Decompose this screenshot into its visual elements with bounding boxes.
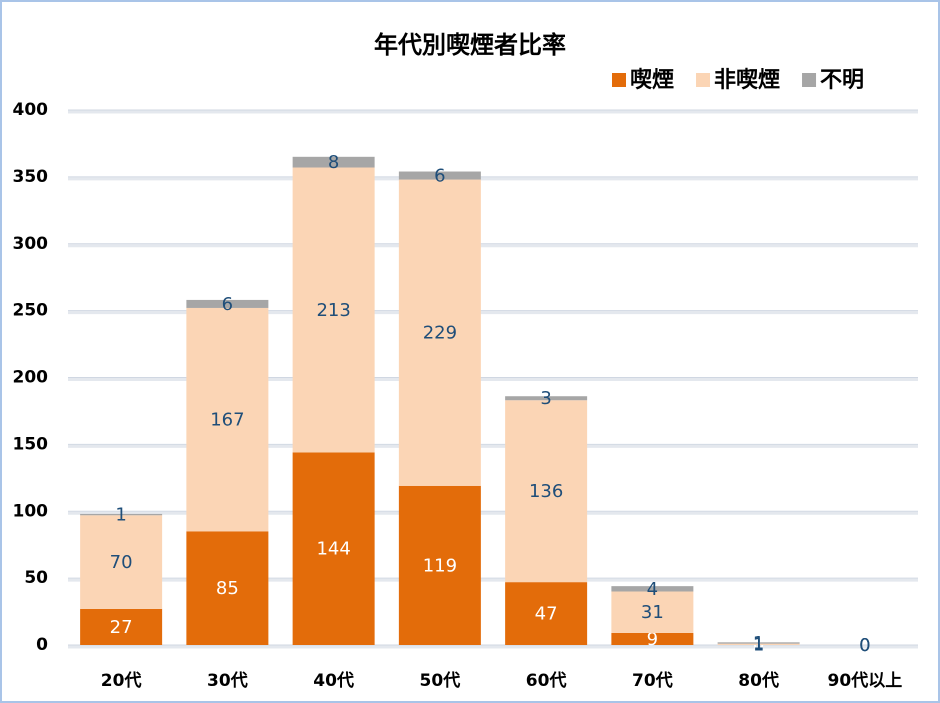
data-label: 3 [540,388,551,409]
data-label: 31 [641,602,664,623]
data-label: 6 [222,294,233,315]
bar-segment [505,396,588,401]
x-tick-label: 20代 [101,670,142,691]
data-label: 167 [210,410,244,431]
data-label: 0 [753,635,764,656]
legend-label: 不明 [820,68,864,93]
legend-swatch [612,73,626,87]
y-tick-label: 250 [13,301,49,321]
data-label: 8 [328,152,339,173]
bar-segment [398,179,481,486]
data-label: 1 [753,633,764,654]
bar-segment [611,591,694,633]
legend-label: 喫煙 [630,67,674,93]
bar-segment [505,582,588,645]
data-label: 70 [110,552,133,573]
y-tick-label: 300 [13,234,49,254]
y-tick-label: 200 [13,368,49,388]
data-label: 0 [859,635,870,656]
bar-segment [186,299,269,308]
chart-title: 年代別喫煙者比率 [374,31,566,59]
data-label: 47 [535,604,558,625]
x-tick-label: 60代 [526,670,567,691]
bar-segment [611,632,694,645]
bar-segment [292,156,375,168]
y-tick-label: 150 [13,434,49,454]
data-label: 136 [529,481,563,502]
x-tick-label: 70代 [632,670,673,691]
data-label: 0 [859,635,870,656]
x-tick-label: 30代 [207,670,248,691]
bar-segment [80,608,163,645]
x-tick-label: 50代 [420,670,461,691]
bar-segment [398,171,481,180]
data-label: 144 [316,539,350,560]
x-tick-label: 90代以上 [828,670,903,691]
y-tick-label: 50 [24,568,48,588]
bar-segment [186,531,269,645]
legend-label: 非喫煙 [714,67,780,93]
bar-segment [611,586,694,592]
x-tick-label: 40代 [313,670,354,691]
data-label: 6 [434,166,445,187]
data-label: 119 [423,555,457,576]
bar-segment [717,642,800,644]
data-label: 85 [216,578,239,599]
bar-segment [80,513,163,516]
data-label: 0 [859,635,870,656]
y-tick-label: 0 [36,635,48,655]
data-label: 213 [316,300,350,321]
bar-segment [398,485,481,645]
bar-segment [80,515,163,609]
bar-segment [186,307,269,532]
data-label: 4 [647,579,658,600]
data-label: 27 [110,617,133,638]
data-label: 9 [647,629,658,650]
bar-segment [717,643,800,645]
y-tick-label: 100 [13,501,49,521]
x-tick-label: 80代 [738,670,779,691]
legend-swatch [696,73,711,87]
bar-segment [292,452,375,645]
legend-swatch [802,73,817,87]
data-label: 1 [753,634,764,655]
y-tick-label: 350 [13,167,49,187]
y-tick-label: 400 [13,100,49,120]
bar-segment [292,167,375,453]
data-label: 1 [115,505,126,526]
data-label: 229 [423,323,457,344]
bar-segment [505,400,588,583]
